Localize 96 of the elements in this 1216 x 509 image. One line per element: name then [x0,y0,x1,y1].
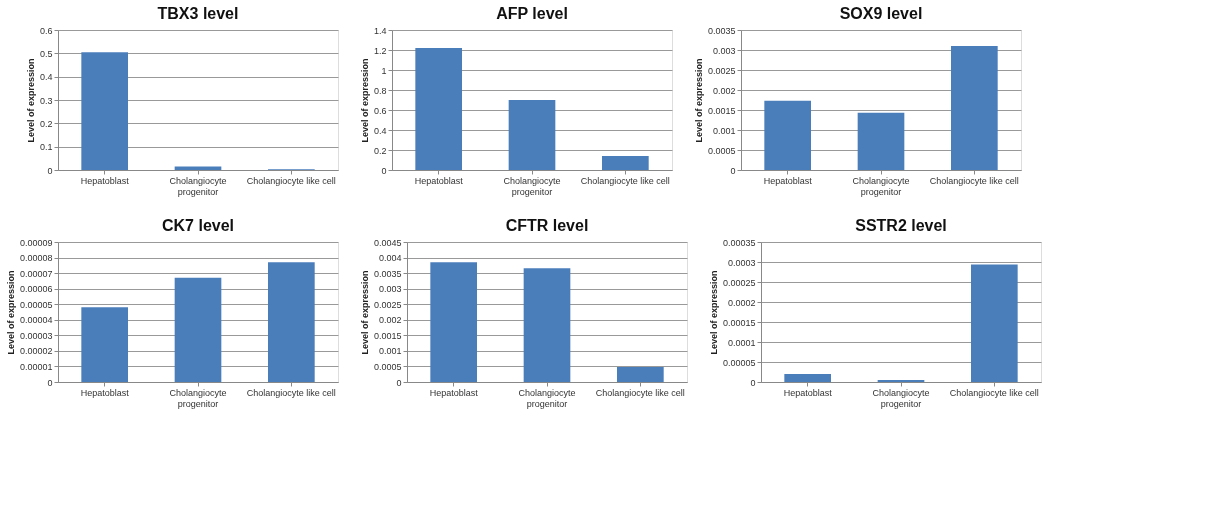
y-tick-label: 0.0015 [707,105,736,116]
y-tick-label: 0.001 [378,346,402,357]
chart-title: CK7 level [161,217,235,234]
y-tick-label: 0.0003 [727,257,756,268]
y-tick-label: 0 [47,165,53,176]
y-tick-label: 0.4 [373,125,387,136]
y-tick-label: 0.00007 [19,268,53,279]
y-tick-label: 0.6 [39,25,53,36]
y-tick-label: 0.4 [39,72,53,83]
y-tick-label: 0.00025 [722,277,756,288]
y-tick-label: 0.00003 [19,330,53,341]
y-tick-label: 0.00004 [19,315,53,326]
y-tick-label: 0.0025 [373,299,402,310]
chart-title: AFP level [496,5,568,22]
y-tick-label: 0 [396,377,402,388]
y-tick-label: 0.002 [378,315,402,326]
y-tick-label: 0.6 [373,105,387,116]
bar [508,100,556,170]
y-tick-label: 0.0002 [727,297,756,308]
y-tick-label: 0.00015 [722,317,756,328]
y-tick-label: 0.00009 [19,237,53,248]
x-tick-label: Hepatoblast [783,387,833,398]
chart-title: CFTR level [505,217,589,234]
y-tick-label: 0.00006 [19,284,53,295]
x-tick-label: Cholangiocyte progenitor [872,387,930,409]
x-tick-label: Cholangiocyte progenitor [852,175,910,197]
bar [523,268,571,382]
bar [764,100,811,170]
bar [602,156,649,170]
bar [971,264,1018,382]
y-tick-label: 0.00008 [19,253,53,264]
x-tick-label: Cholangiocyte like cell [949,387,1039,398]
y-axis-title: Level of expression [359,270,370,355]
y-tick-label: 0.2 [39,118,53,129]
y-tick-label: 0.003 [712,45,736,56]
bar [174,277,222,382]
y-tick-label: 0 [381,165,387,176]
y-tick-label: 0 [750,377,756,388]
y-axis-title: Level of expression [5,270,16,355]
x-tick-label: Cholangiocyte progenitor [169,175,227,197]
y-tick-label: 0.3 [39,95,53,106]
x-tick-label: Cholangiocyte like cell [595,387,685,398]
y-tick-label: 0.0005 [373,361,402,372]
y-tick-label: 0.00002 [19,346,53,357]
x-tick-label: Hepatoblast [414,175,464,186]
bar [415,48,462,170]
x-tick-label: Cholangiocyte like cell [580,175,670,186]
y-axis-title: Level of expression [359,58,370,143]
x-tick-label: Cholangiocyte like cell [246,387,336,398]
y-tick-label: 0.00005 [722,357,756,368]
bar [857,112,905,170]
y-tick-label: 0.001 [712,125,736,136]
y-tick-label: 0 [730,165,736,176]
y-tick-label: 0 [47,377,53,388]
y-tick-label: 0.5 [39,48,53,59]
y-tick-label: 0.002 [712,85,736,96]
y-tick-label: 0.0015 [373,330,402,341]
bar [430,262,477,382]
x-tick-label: Hepatoblast [429,387,479,398]
x-tick-label: Cholangiocyte progenitor [518,387,576,409]
x-tick-label: Hepatoblast [80,175,130,186]
y-tick-label: 0.0035 [707,25,736,36]
bar [784,374,831,382]
y-axis-title: Level of expression [708,270,719,355]
y-tick-label: 0.1 [39,142,53,153]
y-tick-label: 0.0005 [707,145,736,156]
y-tick-label: 0.8 [373,85,387,96]
y-tick-label: 0.0001 [727,337,756,348]
bar [951,46,998,170]
y-tick-label: 0.0035 [373,268,402,279]
y-tick-label: 0.00001 [19,361,53,372]
y-tick-label: 1 [381,65,387,76]
y-tick-label: 0.00005 [19,299,53,310]
x-tick-label: Cholangiocyte progenitor [503,175,561,197]
y-tick-label: 1.2 [373,45,387,56]
bar [617,367,664,382]
chart-title: SSTR2 level [855,217,947,234]
y-tick-label: 0.004 [378,253,402,264]
x-tick-label: Cholangiocyte progenitor [169,387,227,409]
bar [81,52,128,170]
bar [81,307,128,382]
y-tick-label: 0.00035 [722,237,756,248]
y-tick-label: 1.4 [373,25,387,36]
bar [268,262,315,382]
y-axis-title: Level of expression [25,58,36,143]
x-tick-label: Hepatoblast [80,387,130,398]
y-tick-label: 0.003 [378,284,402,295]
chart-title: TBX3 level [157,5,239,22]
y-tick-label: 0.2 [373,145,387,156]
x-tick-label: Cholangiocyte like cell [929,175,1019,186]
y-tick-label: 0.0045 [373,237,402,248]
x-tick-label: Hepatoblast [763,175,813,186]
y-tick-label: 0.0025 [707,65,736,76]
y-axis-title: Level of expression [693,58,704,143]
chart-title: SOX9 level [839,5,923,22]
x-tick-label: Cholangiocyte like cell [246,175,336,186]
